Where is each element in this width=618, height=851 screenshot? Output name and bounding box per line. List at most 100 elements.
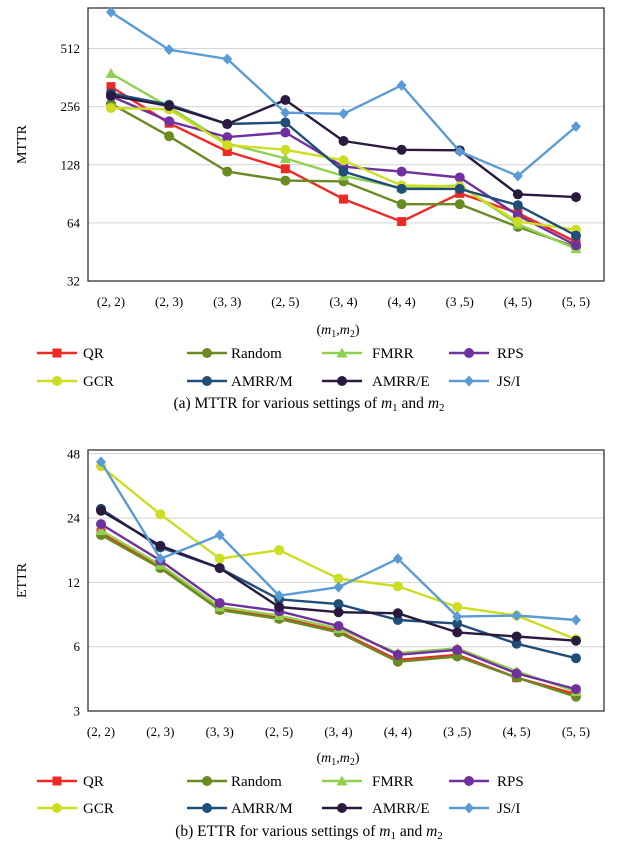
x-tick-label: (2, 5) — [271, 294, 299, 309]
data-point — [95, 524, 107, 535]
data-point — [155, 553, 166, 565]
data-point — [452, 602, 463, 613]
series-line — [110, 11, 577, 178]
legend-label: JS/I — [497, 801, 520, 817]
data-point — [164, 44, 175, 56]
legend-item: AMRR/E — [322, 801, 430, 817]
x-tick-label: (3 ,5) — [446, 294, 474, 309]
legend-marker — [464, 802, 474, 814]
data-point — [392, 581, 403, 592]
data-point — [214, 553, 225, 564]
y-tick-label: 64 — [67, 215, 81, 230]
y-axis-label: MTTR — [15, 124, 30, 164]
legend-label: AMRR/M — [231, 801, 293, 817]
x-tick-label: (2, 5) — [265, 724, 293, 739]
data-point — [222, 146, 232, 156]
data-point — [214, 598, 225, 609]
legend-label: Random — [231, 346, 282, 362]
y-tick-label: 12 — [67, 575, 80, 590]
data-point — [454, 199, 465, 210]
caption: (b) ETTR for various settings of m1 and … — [175, 823, 443, 842]
legend-marker — [337, 376, 347, 386]
data-point — [96, 456, 106, 468]
x-tick-label: (4, 4) — [384, 724, 412, 739]
data-point — [512, 216, 523, 227]
data-point — [106, 82, 116, 92]
legend-item: AMRR/M — [187, 801, 293, 817]
data-point — [392, 656, 403, 667]
data-point — [452, 644, 463, 655]
data-point — [280, 107, 291, 119]
data-point — [274, 602, 285, 613]
legend-marker — [202, 348, 212, 358]
data-point — [571, 653, 581, 664]
y-tick-label: 6 — [74, 639, 81, 654]
y-tick-label: 24 — [67, 511, 81, 526]
legend-label: Random — [231, 774, 282, 790]
data-point — [452, 611, 463, 623]
legend-label: RPS — [497, 346, 524, 362]
legend-marker — [337, 803, 347, 813]
legend-marker — [52, 348, 62, 358]
data-point — [333, 607, 344, 618]
legend-label: JS/I — [497, 374, 520, 390]
data-point — [105, 68, 117, 79]
legend-item: AMRR/M — [187, 374, 293, 390]
series-line — [99, 461, 577, 622]
y-tick-label: 48 — [67, 446, 80, 461]
legend-label: QR — [83, 346, 104, 362]
legend-item: Random — [187, 774, 282, 790]
x-tick-label: (3, 4) — [329, 294, 357, 309]
x-tick-label: (3 ,5) — [443, 724, 471, 739]
data-point — [96, 519, 106, 530]
legend-item: RPS — [449, 774, 524, 790]
data-point — [164, 131, 175, 142]
legend-item: GCR — [37, 374, 114, 390]
legend-item: JS/I — [449, 374, 520, 390]
legend-marker — [52, 776, 62, 786]
legend: QR Random FMRR RPS GCR AMRR/M AMRR/E JS/I — [37, 774, 524, 817]
data-point — [571, 614, 581, 626]
x-tick-label: (2, 3) — [155, 294, 183, 309]
legend-item: QR — [37, 346, 104, 362]
series-js-i — [106, 6, 581, 182]
y-tick-label: 512 — [61, 41, 81, 56]
data-point — [396, 199, 407, 210]
legend-marker — [202, 776, 212, 786]
legend-label: FMRR — [372, 774, 414, 790]
data-point — [280, 95, 291, 106]
x-axis-label: (m1,m2) — [316, 751, 359, 768]
data-point — [280, 127, 291, 138]
legend-item: Random — [187, 346, 282, 362]
legend-label: GCR — [83, 801, 114, 817]
data-point — [155, 509, 166, 520]
data-point — [571, 230, 581, 241]
legend-item: JS/I — [449, 801, 520, 817]
data-point — [511, 631, 522, 642]
data-point — [339, 194, 348, 204]
data-point — [396, 166, 407, 177]
x-tick-label: (2, 2) — [87, 724, 115, 739]
data-point — [454, 145, 465, 157]
x-tick-label: (3, 4) — [324, 724, 352, 739]
legend: QR Random FMRR RPS GCR AMRR/M AMRR/E JS/I — [37, 346, 524, 390]
plot-frame — [87, 7, 605, 282]
data-point — [333, 599, 344, 610]
x-tick-label: (5, 5) — [562, 724, 590, 739]
data-point — [222, 132, 233, 143]
legend-label: FMRR — [372, 346, 414, 362]
data-point — [454, 183, 465, 194]
x-tick-label: (4, 5) — [503, 724, 531, 739]
legend-marker — [202, 803, 212, 813]
data-point — [280, 117, 291, 128]
legend-label: AMRR/M — [231, 374, 293, 390]
series-gcr — [106, 102, 581, 235]
data-point — [512, 170, 523, 182]
x-tick-label: (2, 3) — [146, 724, 174, 739]
data-point — [274, 590, 285, 602]
data-point — [214, 563, 225, 574]
legend-marker — [464, 348, 474, 358]
data-point — [511, 668, 522, 679]
data-point — [222, 53, 233, 65]
